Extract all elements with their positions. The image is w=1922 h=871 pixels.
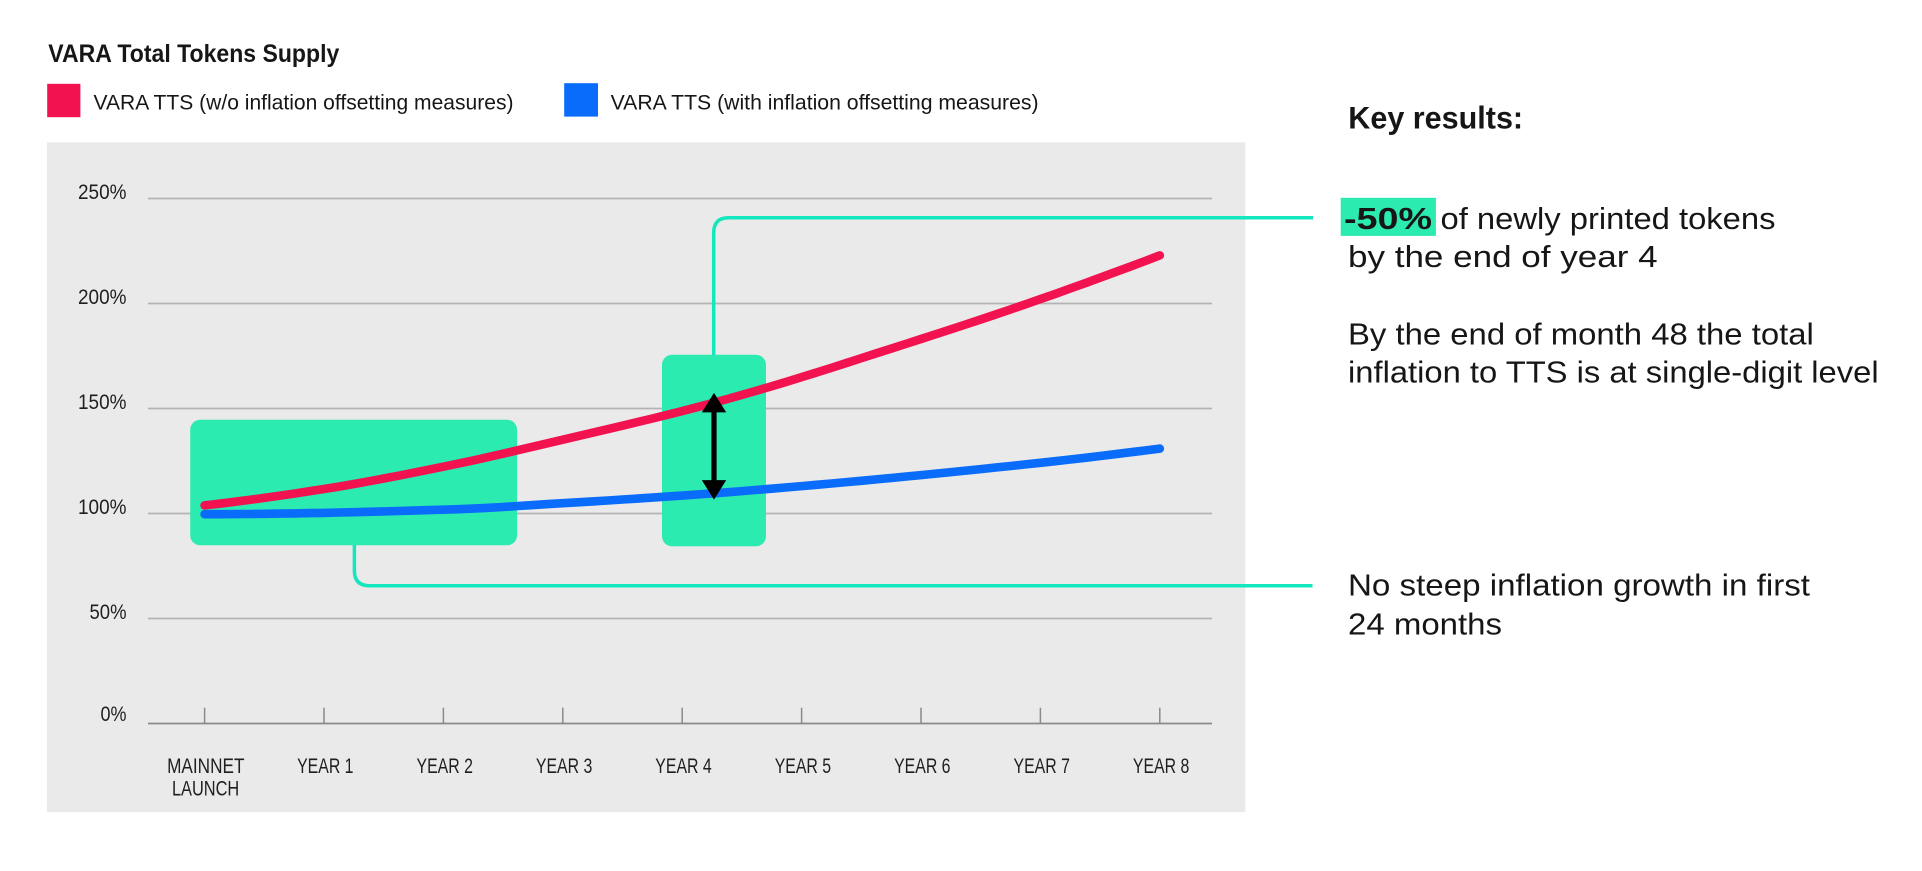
svg-text:0%: 0%	[101, 702, 127, 726]
svg-text:LAUNCH: LAUNCH	[172, 776, 239, 800]
svg-text:50%: 50%	[90, 600, 127, 624]
svg-text:YEAR 7: YEAR 7	[1014, 754, 1070, 778]
svg-text:150%: 150%	[78, 390, 127, 414]
svg-text:YEAR 8: YEAR 8	[1133, 754, 1189, 778]
svg-text:of newly printed tokens: of newly printed tokens	[1441, 202, 1776, 236]
svg-text:100%: 100%	[78, 495, 127, 519]
svg-text:YEAR 3: YEAR 3	[536, 754, 592, 778]
svg-text:200%: 200%	[78, 285, 127, 309]
svg-text:VARA TTS (w/o inflation offset: VARA TTS (w/o inflation offsetting measu…	[94, 91, 514, 115]
svg-text:VARA TTS (with inflation offse: VARA TTS (with inflation offsetting meas…	[611, 91, 1039, 115]
svg-text:250%: 250%	[78, 180, 127, 204]
svg-text:By the end of month 48 the tot: By the end of month 48 the total	[1348, 318, 1814, 352]
svg-text:YEAR 1: YEAR 1	[297, 754, 353, 778]
svg-text:-50%: -50%	[1344, 202, 1432, 236]
svg-text:24 months: 24 months	[1348, 608, 1502, 642]
svg-text:by the end of year 4: by the end of year 4	[1348, 240, 1658, 274]
svg-text:No steep inflation growth in f: No steep inflation growth in first	[1348, 568, 1811, 602]
svg-text:YEAR 4: YEAR 4	[655, 754, 712, 778]
svg-text:YEAR 2: YEAR 2	[417, 754, 473, 778]
svg-text:inflation to TTS is at single-: inflation to TTS is at single-digit leve…	[1348, 356, 1879, 390]
svg-text:Key results:: Key results:	[1348, 99, 1523, 135]
svg-text:YEAR 6: YEAR 6	[894, 754, 950, 778]
svg-text:YEAR 5: YEAR 5	[775, 754, 831, 778]
svg-text:VARA Total Tokens Supply: VARA Total Tokens Supply	[48, 40, 339, 68]
svg-text:MAINNET: MAINNET	[167, 754, 244, 778]
